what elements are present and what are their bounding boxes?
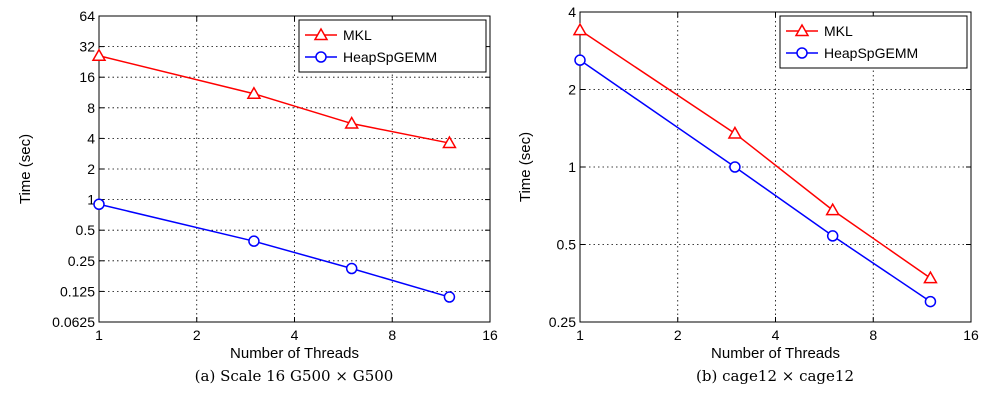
triangle-marker (794, 23, 810, 37)
triangle-marker (825, 202, 840, 216)
series-line-mkl (98, 55, 450, 144)
y-axis-label: Time (sec) (17, 134, 34, 204)
triangle-marker (344, 116, 359, 129)
chart-a: 1 2 4 8 16 0.0625 0.125 0.25 0.5 1 2 4 8 16 32 64 Number… (17, 8, 498, 385)
triangle-marker (313, 27, 329, 41)
x-tick-label: 16 (963, 327, 979, 343)
legend: MKL HeapSpGEMM (779, 15, 968, 69)
circle-marker (924, 295, 937, 308)
chart-b: 1 2 4 8 16 0.25 0.5 1 2 4 Number of Threads Time (s… (517, 4, 979, 385)
y-tick-label: 64 (79, 8, 95, 24)
x-tick-label: 4 (772, 327, 780, 343)
y-tick-label: 16 (79, 69, 95, 85)
circle-marker (729, 161, 741, 173)
x-tick-label: 4 (291, 327, 299, 343)
series-line-heapspgemm (98, 203, 450, 298)
y-tick-label: 0.125 (60, 283, 95, 299)
circle-marker (443, 291, 456, 303)
triangle-marker (91, 48, 107, 62)
y-tick-label: 2 (87, 161, 95, 177)
legend: MKL HeapSpGEMM (298, 19, 487, 73)
x-tick-label: 8 (388, 327, 396, 343)
x-tick-label: 16 (482, 327, 498, 343)
figure-caption: (b) cage12 × cage12 (696, 367, 854, 385)
legend-label: HeapSpGEMM (343, 49, 437, 65)
triangle-marker (727, 125, 743, 139)
legend-label: MKL (343, 27, 372, 43)
x-tick-label: 2 (193, 327, 201, 343)
circle-marker (796, 47, 808, 59)
y-tick-label: 1 (568, 159, 576, 175)
circle-marker (574, 54, 586, 66)
y-tick-label: 8 (87, 100, 95, 116)
circle-marker (248, 235, 260, 247)
figure-caption: (a) Scale 16 G500 × G500 (195, 367, 394, 385)
legend-label: MKL (824, 23, 853, 39)
circle-marker (345, 262, 358, 275)
y-tick-label: 1 (87, 192, 95, 208)
circle-marker (826, 230, 839, 242)
y-tick-label: 2 (568, 82, 576, 98)
legend-box (779, 15, 968, 69)
y-tick-label: 0.5 (557, 237, 577, 253)
y-axis-label: Time (sec) (517, 132, 534, 202)
x-tick-label: 2 (674, 327, 682, 343)
y-tick-label: 0.25 (549, 314, 576, 330)
y-tick-label: 4 (87, 130, 95, 146)
x-tick-label: 8 (869, 327, 877, 343)
y-tick-label: 0.5 (76, 222, 96, 238)
circle-marker (315, 51, 327, 63)
series-line-mkl (579, 29, 931, 279)
circle-marker (93, 198, 105, 211)
y-tick-label: 32 (79, 39, 95, 55)
y-tick-label: 0.25 (68, 253, 95, 269)
y-tick-label: 0.0625 (52, 314, 95, 330)
legend-box (298, 19, 487, 73)
y-tick-label: 4 (568, 4, 576, 20)
triangle-marker (246, 86, 262, 99)
triangle-marker (442, 135, 457, 149)
x-tick-label: 1 (576, 327, 584, 343)
x-axis-label: Number of Threads (711, 345, 840, 362)
triangle-marker (923, 270, 938, 284)
triangle-marker (572, 22, 588, 36)
x-axis-label: Number of Threads (230, 345, 359, 362)
series-line-heapspgemm (579, 59, 931, 303)
legend-label: HeapSpGEMM (824, 45, 918, 61)
x-tick-label: 1 (95, 327, 103, 343)
